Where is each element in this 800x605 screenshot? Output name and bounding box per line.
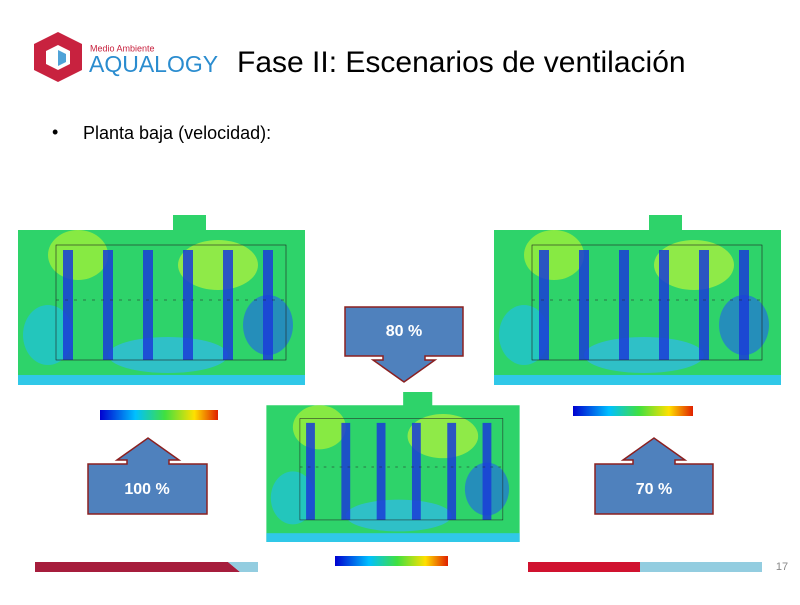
callout-label: 100 % bbox=[124, 481, 169, 498]
callout-label: 80 % bbox=[386, 323, 422, 340]
colorbar bbox=[335, 556, 448, 566]
page-number: 17 bbox=[776, 561, 788, 573]
colorbar bbox=[100, 410, 218, 420]
cfd-image bbox=[265, 392, 521, 542]
logo-main: AQUALOGY bbox=[89, 51, 218, 77]
bullet-text: Planta baja (velocidad): bbox=[83, 123, 271, 143]
colorbar bbox=[573, 406, 693, 416]
logo bbox=[34, 32, 82, 82]
callout-box bbox=[344, 306, 464, 383]
callout-box bbox=[87, 437, 208, 515]
cfd-image bbox=[494, 215, 781, 385]
logo-top: Medio Ambiente bbox=[90, 43, 155, 53]
slide-title: Fase II: Escenarios de ventilación bbox=[237, 46, 686, 79]
callout-box bbox=[594, 437, 714, 515]
callout-label: 70 % bbox=[636, 481, 672, 498]
cfd-image bbox=[18, 215, 305, 385]
footer-bars bbox=[35, 562, 762, 572]
bullet-marker: • bbox=[52, 122, 58, 142]
